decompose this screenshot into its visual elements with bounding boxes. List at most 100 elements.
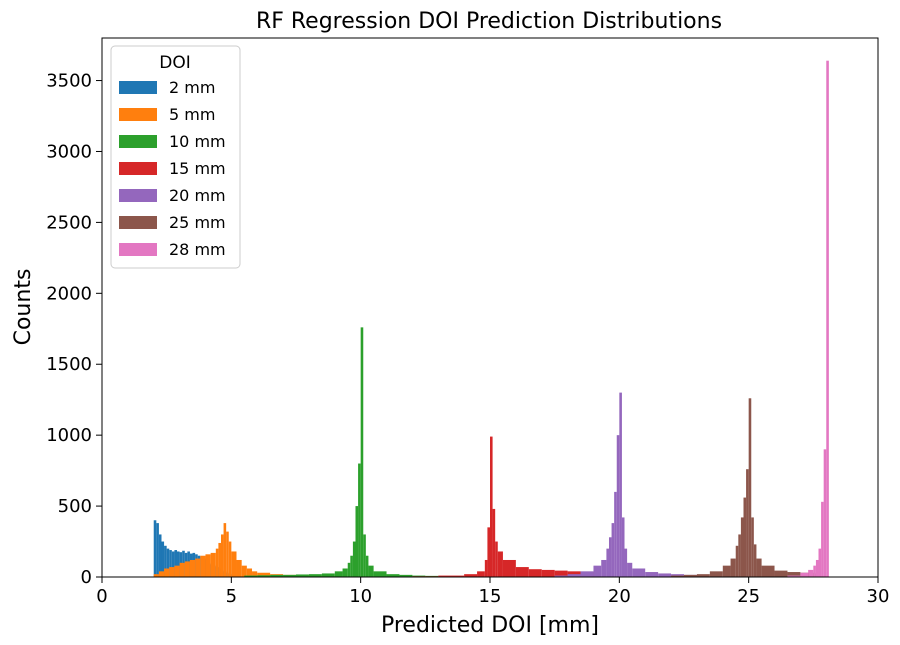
bar-series-2-bin-19 xyxy=(231,551,237,577)
chart-title: RF Regression DOI Prediction Distributio… xyxy=(256,9,722,34)
bar-series-1-bin-10 xyxy=(177,551,180,577)
bar-series-3-bin-21 xyxy=(399,574,413,577)
bar-series-2-bin-5 xyxy=(174,565,180,577)
x-tick-label-2: 5 xyxy=(226,586,237,607)
bar-series-7-bin-6 xyxy=(818,548,822,577)
legend-label-3: 10 mm xyxy=(169,132,226,151)
bar-series-5-bin-3 xyxy=(580,571,594,577)
y-axis-label: Counts xyxy=(11,269,36,346)
bar-series-3-bin-19 xyxy=(373,571,387,577)
bar-series-4-bin-4 xyxy=(477,571,485,577)
x-axis-ticks: 0 5 10 15 20 25 30 xyxy=(96,577,889,607)
bar-series-1-bin-4 xyxy=(161,541,165,577)
bar-series-5-bin-14 xyxy=(627,562,633,577)
y-tick-label-2: 500 xyxy=(58,496,92,517)
bar-series-2-bin-10 xyxy=(200,555,206,577)
bar-series-4-bin-3 xyxy=(464,574,478,577)
bar-series-2-bin-11 xyxy=(205,554,211,577)
bar-series-6-bin-8 xyxy=(738,534,741,577)
bar-series-3-bin-3 xyxy=(270,574,284,577)
legend-swatch-6 xyxy=(119,216,157,229)
bar-series-2-bin-22 xyxy=(246,568,253,577)
bar-series-6-bin-5 xyxy=(722,565,731,577)
y-tick-label-5: 2000 xyxy=(46,283,92,304)
y-tick-label-7: 3000 xyxy=(46,141,92,162)
bar-series-3-bin-16 xyxy=(363,534,366,577)
bar-series-5-bin-4 xyxy=(593,565,602,577)
bar-series-1-bin-7 xyxy=(169,550,172,577)
bar-series-4-bin-10 xyxy=(497,551,503,577)
bar-series-6-bin-7 xyxy=(735,545,739,577)
bar-series-5-bin-13 xyxy=(624,548,628,577)
bar-series-2-bin-6 xyxy=(179,562,185,577)
bar-series-1-bin-1 xyxy=(153,520,157,577)
bar-series-3-bin-7 xyxy=(321,573,335,577)
bar-series-7-bin-5 xyxy=(815,559,819,577)
legend-swatch-3 xyxy=(119,135,157,148)
bar-series-5-bin-5 xyxy=(601,559,607,577)
bar-series-4-bin-11 xyxy=(502,559,516,577)
x-axis-label: Predicted DOI [mm] xyxy=(381,613,599,638)
bar-series-1-bin-5 xyxy=(164,545,167,577)
legend-label-7: 28 mm xyxy=(169,240,226,259)
bar-series-5-bin-1 xyxy=(554,575,568,577)
bar-series-6-bin-16 xyxy=(761,565,775,577)
bar-series-6-bin-18 xyxy=(787,572,801,577)
bar-series-4-bin-14 xyxy=(541,569,555,577)
bar-series-3-bin-8 xyxy=(334,571,343,577)
bar-series-2-bin-20 xyxy=(236,559,242,577)
bar-series-5-bin-8 xyxy=(611,523,615,577)
bar-series-3-bin-11 xyxy=(350,555,353,577)
y-tick-label-1: 0 xyxy=(81,567,92,588)
y-tick-label-4: 1500 xyxy=(46,354,92,375)
bar-series-1-bin-9 xyxy=(174,550,178,577)
bar-series-3-bin-2 xyxy=(257,575,271,577)
bar-series-5-bin-7 xyxy=(608,537,612,577)
bar-series-3-bin-20 xyxy=(386,574,400,577)
bar-series-6-bin-10 xyxy=(743,497,747,577)
bar-series-6-bin-6 xyxy=(730,558,736,577)
bar-series-3-bin-14 xyxy=(358,463,361,577)
y-tick-label-3: 1000 xyxy=(46,425,92,446)
bar-series-6-bin-1 xyxy=(671,575,684,577)
bar-series-6-bin-9 xyxy=(740,517,744,577)
bars-layer xyxy=(153,60,829,577)
y-tick-label-6: 2500 xyxy=(46,212,92,233)
bar-series-6-bin-15 xyxy=(756,558,762,577)
bar-series-5-bin-10 xyxy=(616,435,620,577)
bar-series-2-bin-9 xyxy=(195,558,201,577)
bar-series-7-bin-4 xyxy=(813,565,816,577)
bar-series-2-bin-4 xyxy=(169,567,175,577)
x-tick-label-6: 25 xyxy=(737,586,760,607)
x-tick-label-5: 20 xyxy=(608,586,631,607)
bar-series-6-bin-13 xyxy=(751,517,754,577)
legend-frame xyxy=(110,45,241,269)
bar-series-4-bin-8 xyxy=(492,508,496,577)
bar-series-6-bin-2 xyxy=(684,574,697,577)
bar-series-4-bin-7 xyxy=(490,436,493,577)
bar-series-2-bin-24 xyxy=(257,572,271,577)
y-tick-label-8: 3500 xyxy=(46,71,92,92)
legend-swatch-5 xyxy=(119,189,157,202)
bar-series-3-bin-4 xyxy=(283,574,296,577)
bar-series-5-bin-16 xyxy=(645,572,659,577)
bar-series-3-bin-12 xyxy=(352,541,356,577)
bar-series-3-bin-9 xyxy=(342,568,348,577)
legend-label-2: 5 mm xyxy=(169,105,215,124)
bar-series-5-bin-9 xyxy=(614,491,617,577)
bar-series-3-bin-13 xyxy=(355,506,359,577)
bar-series-4-bin-12 xyxy=(515,567,529,577)
bar-series-3-bin-15 xyxy=(360,327,364,577)
bar-series-6-bin-4 xyxy=(709,571,723,577)
bar-series-5-bin-12 xyxy=(621,517,625,577)
bar-series-5-bin-6 xyxy=(606,548,609,577)
bar-series-2-bin-15 xyxy=(220,534,224,577)
legend-label-5: 20 mm xyxy=(169,186,226,205)
legend-title: DOI xyxy=(159,53,191,73)
legend-swatch-4 xyxy=(119,162,157,175)
bar-series-3-bin-6 xyxy=(308,574,322,577)
bar-series-3-bin-17 xyxy=(365,555,369,577)
bar-series-6-bin-17 xyxy=(774,570,788,577)
